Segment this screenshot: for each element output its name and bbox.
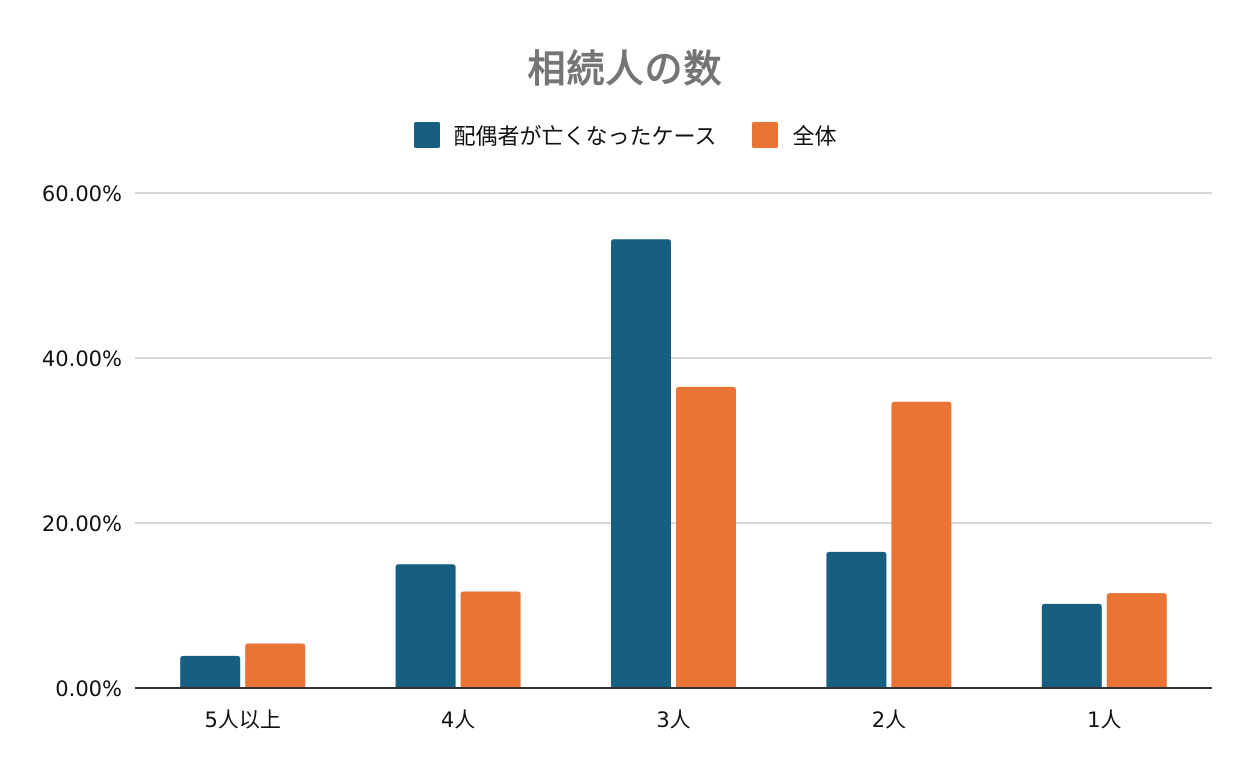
legend-item-spouse-deceased: 配偶者が亡くなったケース <box>413 119 717 151</box>
bar-series-1-cat-3 <box>891 401 952 688</box>
bar-series-1-cat-2 <box>676 386 736 688</box>
x-tick-label-2: 3人 <box>656 708 690 732</box>
x-tick-label-3: 2人 <box>872 708 906 732</box>
legend-item-overall: 全体 <box>752 119 836 151</box>
bar-series-1-cat-0 <box>245 643 306 688</box>
y-tick-label-3: 60.00% <box>42 182 122 206</box>
y-tick-label-0: 0.00% <box>55 677 122 701</box>
bar-series-0-cat-3 <box>826 551 887 688</box>
chart-legend: 配偶者が亡くなったケース 全体 <box>0 119 1250 151</box>
x-tick-label-0: 5人以上 <box>205 708 281 732</box>
y-tick-label-2: 40.00% <box>42 347 122 371</box>
legend-label-spouse-deceased: 配偶者が亡くなったケース <box>453 125 717 150</box>
chart-title: 相続人の数 <box>527 47 723 91</box>
y-tick-label-1: 20.00% <box>42 512 122 536</box>
legend-label-overall: 全体 <box>792 125 837 150</box>
bar-series-1-cat-4 <box>1106 593 1167 688</box>
bar-series-0-cat-0 <box>180 655 241 688</box>
legend-swatch-spouse-deceased <box>413 122 440 148</box>
bar-series-0-cat-1 <box>395 564 456 688</box>
legend-swatch-overall <box>752 122 779 148</box>
x-tick-label-4: 1人 <box>1087 708 1121 732</box>
bar-series-0-cat-2 <box>611 239 671 688</box>
bar-series-0-cat-4 <box>1041 603 1102 688</box>
bar-series-1-cat-1 <box>460 591 521 688</box>
x-tick-label-1: 4人 <box>441 708 475 732</box>
